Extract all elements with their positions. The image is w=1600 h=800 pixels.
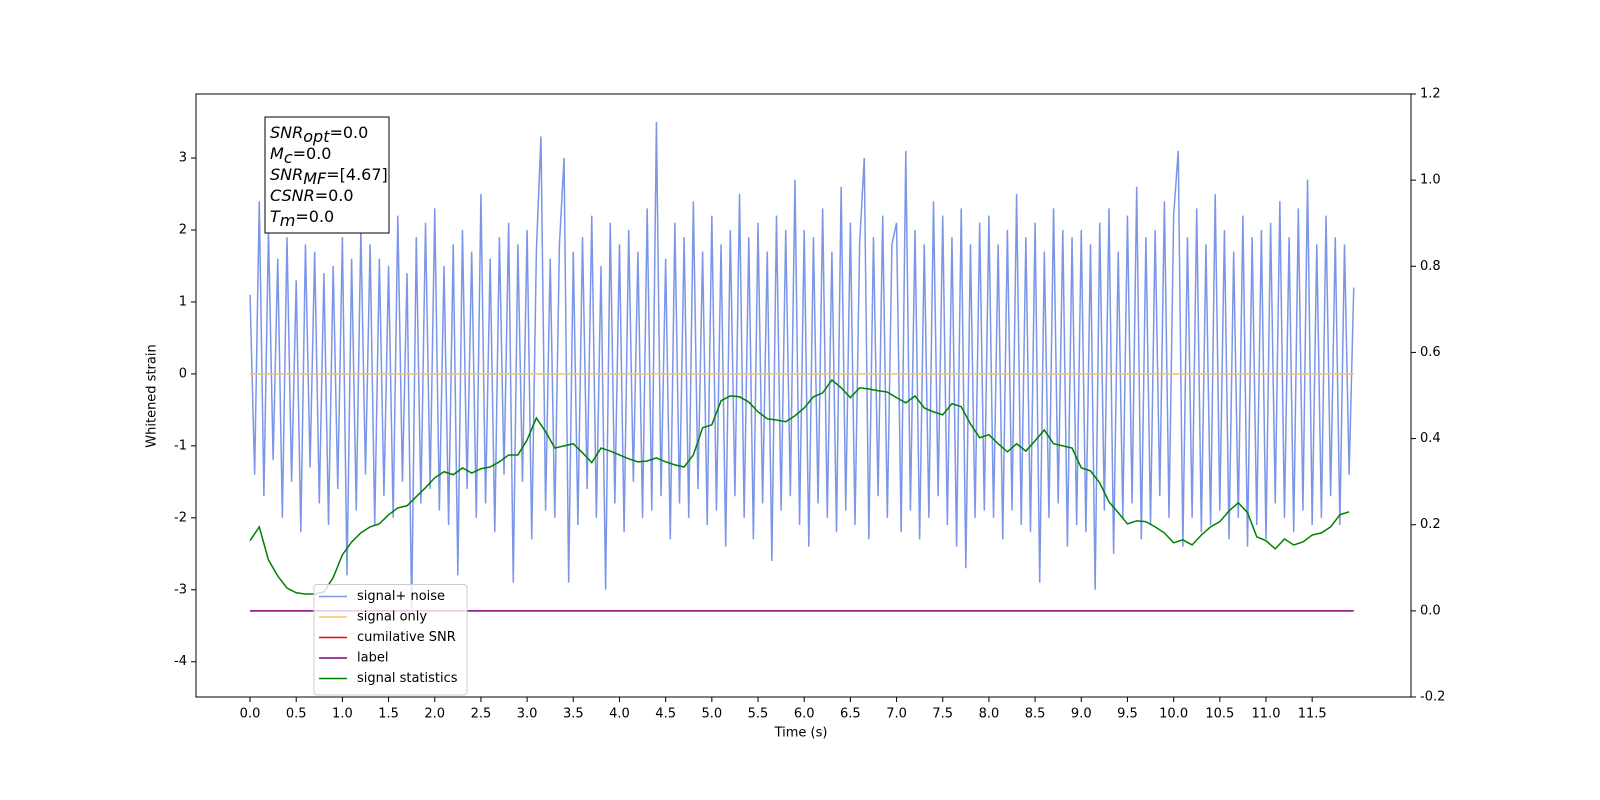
annotation-symbol: M — [270, 144, 284, 163]
annotation-subscript: opt — [303, 127, 330, 146]
legend-frame — [313, 584, 468, 696]
x-tick-label: 6.5 — [840, 707, 861, 722]
annotation-symbol: CSNR — [270, 186, 315, 205]
x-tick-label: 1.0 — [332, 707, 353, 722]
y2-tick-label: 1.0 — [1420, 173, 1441, 188]
x-tick-label: 0.5 — [286, 707, 307, 722]
x-tick-label: 8.0 — [979, 707, 1000, 722]
x-tick-label: 2.5 — [471, 707, 492, 722]
y2-tick-label: 0.6 — [1420, 345, 1441, 360]
annotation-line: Mc=0.0 — [270, 144, 331, 167]
annotation-subscript: c — [284, 148, 293, 167]
annotation-line: SNRMF=[4.67] — [270, 165, 388, 188]
legend-label: signal+ noise — [357, 589, 445, 604]
annotation-symbol: SNR — [270, 123, 303, 142]
y-axis-label: Whitened strain — [145, 344, 160, 447]
annotation-value: =[4.67] — [326, 165, 388, 184]
y2-tick-label: 0.2 — [1420, 517, 1441, 532]
x-tick-label: 10.5 — [1205, 707, 1234, 722]
annotation-subscript: m — [280, 211, 296, 230]
y2-tick-label: 1.2 — [1420, 87, 1441, 102]
legend-label: label — [357, 651, 388, 666]
legend-label: signal only — [357, 610, 427, 625]
x-tick-label: 3.5 — [563, 707, 584, 722]
plot-frame — [195, 93, 1412, 698]
x-tick-label: 3.0 — [517, 707, 538, 722]
x-tick-label: 11.0 — [1252, 707, 1281, 722]
x-tick-label: 4.0 — [609, 707, 630, 722]
annotation-value: =0.0 — [315, 186, 354, 205]
x-tick-label: 5.0 — [701, 707, 722, 722]
x-tick-label: 7.5 — [932, 707, 953, 722]
legend-label: signal statistics — [357, 671, 458, 686]
x-tick-label: 10.0 — [1159, 707, 1188, 722]
series-line — [249, 378, 1350, 595]
x-tick-label: 8.5 — [1025, 707, 1046, 722]
annotation-line: Tm=0.0 — [270, 207, 334, 230]
y-tick-label: -3 — [174, 582, 187, 597]
annotation-subscript: MF — [303, 169, 327, 188]
legend-label: cumilative SNR — [357, 630, 456, 645]
x-tick-label: 9.0 — [1071, 707, 1092, 722]
x-axis-label: Time (s) — [774, 726, 828, 741]
annotation-symbol: SNR — [270, 165, 303, 184]
y-tick-label: -4 — [174, 654, 187, 669]
legend: signal+ noise signal only cumilative SNR la… — [313, 584, 468, 696]
x-tick-label: 5.5 — [748, 707, 769, 722]
x-tick-label: 4.5 — [655, 707, 676, 722]
x-tick-label: 0.0 — [240, 707, 261, 722]
annotation-frame — [264, 116, 390, 234]
annotation-line: CSNR=0.0 — [270, 186, 354, 205]
annotation-symbol: T — [270, 207, 281, 226]
annotation-value: =0.0 — [293, 144, 332, 163]
y-tick-label: 0 — [179, 366, 187, 381]
annotation-line: SNRopt=0.0 — [270, 123, 368, 146]
series-line — [249, 122, 1355, 612]
x-tick-label: 9.5 — [1117, 707, 1138, 722]
x-tick-label: 6.0 — [794, 707, 815, 722]
x-tick-label: 11.5 — [1298, 707, 1327, 722]
x-tick-label: 2.0 — [424, 707, 445, 722]
y2-tick-label: -0.2 — [1420, 690, 1445, 705]
y2-tick-label: 0.8 — [1420, 259, 1441, 274]
y-tick-label: 2 — [179, 222, 187, 237]
y2-tick-label: 0.0 — [1420, 603, 1441, 618]
annotation-value: =0.0 — [295, 207, 334, 226]
annotation-value: =0.0 — [329, 123, 368, 142]
y2-tick-label: 0.4 — [1420, 431, 1441, 446]
annotation-box: SNRopt=0.0Mc=0.0SNRMF=[4.67]CSNR=0.0Tm=0… — [264, 116, 390, 234]
y-tick-label: 1 — [179, 294, 187, 309]
y-tick-label: -2 — [174, 510, 187, 525]
x-tick-label: 7.0 — [886, 707, 907, 722]
x-tick-label: 1.5 — [378, 707, 399, 722]
y-tick-label: -1 — [174, 438, 187, 453]
y-tick-label: 3 — [179, 151, 187, 166]
